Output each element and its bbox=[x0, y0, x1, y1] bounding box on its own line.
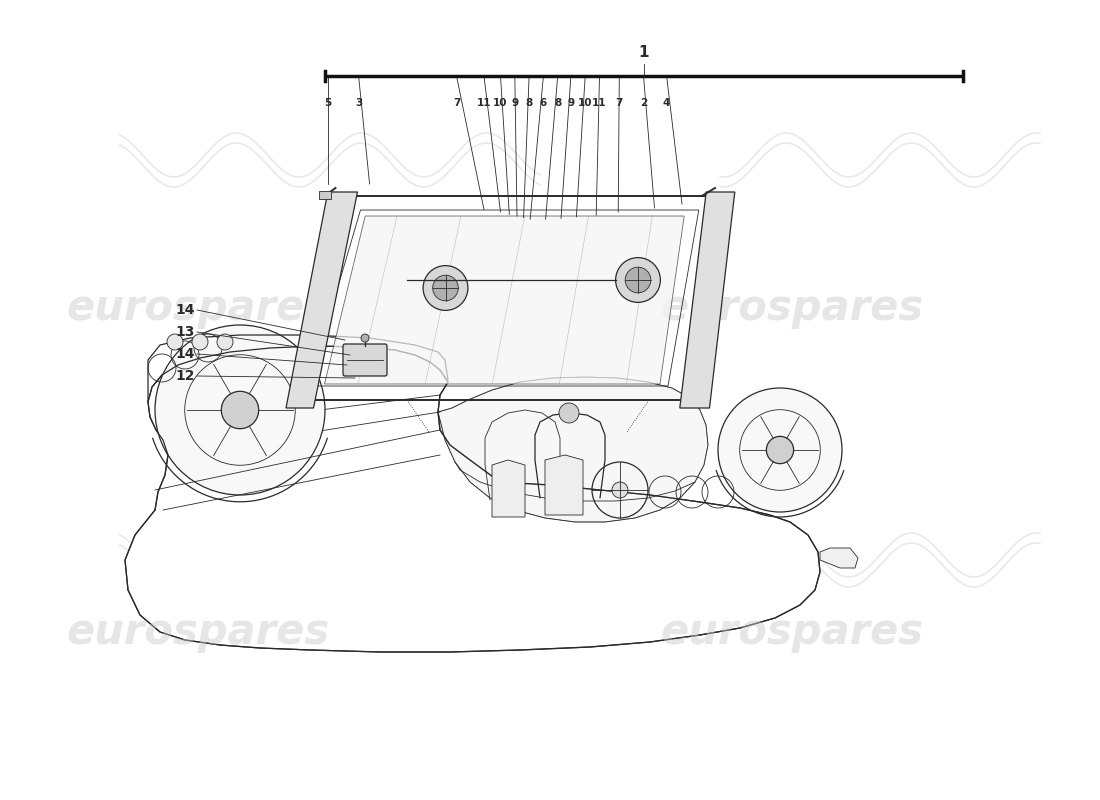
Circle shape bbox=[432, 275, 459, 301]
Text: 4: 4 bbox=[663, 98, 670, 108]
Circle shape bbox=[167, 334, 183, 350]
Text: eurospares: eurospares bbox=[660, 611, 924, 653]
Polygon shape bbox=[324, 216, 684, 384]
Circle shape bbox=[192, 334, 208, 350]
Text: 2: 2 bbox=[640, 98, 647, 108]
Circle shape bbox=[625, 267, 651, 293]
Text: 14: 14 bbox=[176, 347, 195, 361]
Text: eurospares: eurospares bbox=[66, 611, 330, 653]
Circle shape bbox=[221, 391, 258, 429]
Polygon shape bbox=[680, 192, 735, 408]
Text: 5: 5 bbox=[324, 98, 331, 108]
Text: 13: 13 bbox=[176, 325, 195, 339]
Circle shape bbox=[217, 334, 233, 350]
Text: 6: 6 bbox=[540, 98, 547, 108]
Text: eurospares: eurospares bbox=[66, 287, 330, 329]
Text: 3: 3 bbox=[355, 98, 362, 108]
Text: 7: 7 bbox=[616, 98, 623, 108]
Text: 9: 9 bbox=[512, 98, 518, 108]
Circle shape bbox=[361, 334, 368, 342]
Text: 14: 14 bbox=[176, 303, 195, 317]
Polygon shape bbox=[125, 346, 820, 652]
Text: 7: 7 bbox=[453, 98, 460, 108]
Text: 10: 10 bbox=[578, 98, 593, 108]
Polygon shape bbox=[544, 455, 583, 515]
Circle shape bbox=[767, 436, 793, 464]
Text: 11: 11 bbox=[592, 98, 607, 108]
Text: eurospares: eurospares bbox=[660, 287, 924, 329]
Text: 1: 1 bbox=[638, 45, 649, 60]
Text: 8: 8 bbox=[526, 98, 532, 108]
Text: 11: 11 bbox=[476, 98, 492, 108]
Text: 9: 9 bbox=[568, 98, 574, 108]
Text: 8: 8 bbox=[554, 98, 561, 108]
FancyBboxPatch shape bbox=[319, 191, 330, 199]
Polygon shape bbox=[492, 460, 525, 517]
Circle shape bbox=[616, 258, 660, 302]
Text: 12: 12 bbox=[176, 369, 195, 383]
Polygon shape bbox=[820, 548, 858, 568]
Text: 10: 10 bbox=[493, 98, 508, 108]
Circle shape bbox=[559, 403, 579, 423]
Circle shape bbox=[718, 388, 842, 512]
Polygon shape bbox=[286, 192, 358, 408]
Circle shape bbox=[155, 325, 324, 495]
Circle shape bbox=[424, 266, 468, 310]
Circle shape bbox=[612, 482, 628, 498]
FancyBboxPatch shape bbox=[343, 344, 387, 376]
Polygon shape bbox=[438, 377, 708, 522]
